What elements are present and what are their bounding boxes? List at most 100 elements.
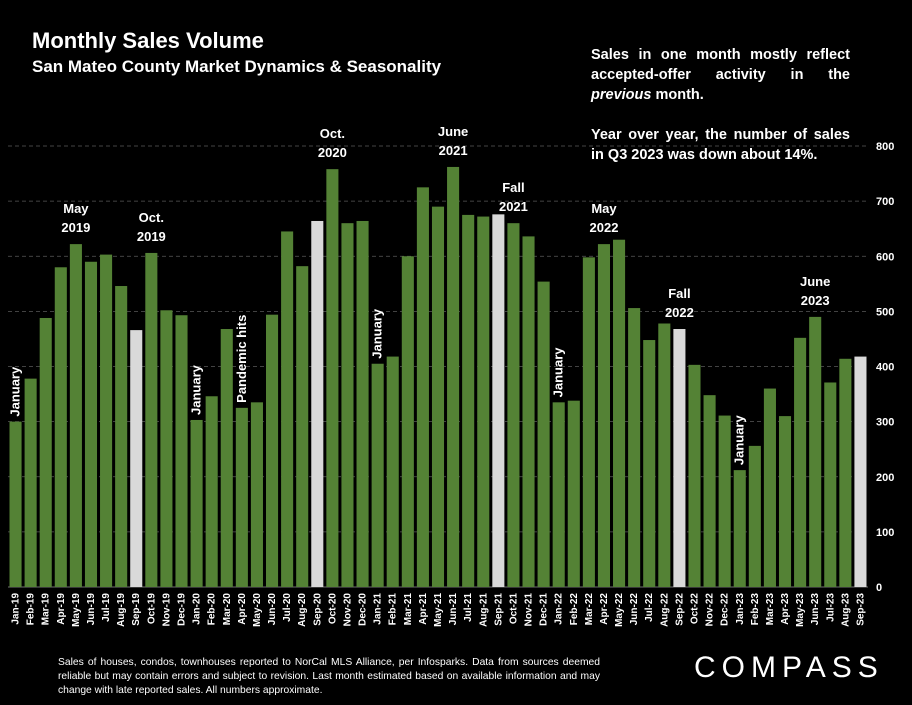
bar [416, 187, 429, 587]
x-tick-label: May-22 [614, 593, 625, 627]
x-tick-label: Jun-21 [448, 593, 459, 626]
bar [507, 223, 520, 588]
annotation-label: 2019 [61, 220, 90, 235]
x-tick-label: Mar-23 [765, 593, 776, 626]
bar [809, 316, 822, 587]
bar [235, 407, 248, 587]
x-tick-label: Feb-23 [750, 593, 761, 626]
x-tick-label: Mar-20 [222, 593, 233, 626]
y-tick-label: 500 [876, 306, 894, 318]
bar [266, 314, 279, 587]
bar [160, 310, 173, 587]
bars [9, 166, 867, 588]
x-tick-label: May-19 [71, 593, 82, 627]
source-footnote: Sales of houses, condos, townhouses repo… [58, 657, 600, 696]
x-tick-label: Jan-23 [735, 593, 746, 625]
note-text-em: previous [591, 87, 652, 103]
bar [658, 323, 671, 587]
bar [688, 364, 701, 587]
x-tick-label: Oct-21 [508, 593, 519, 625]
x-tick-label: Jul-22 [644, 593, 655, 622]
y-tick-label: 100 [876, 527, 894, 539]
bar [296, 266, 309, 587]
x-tick-label: Sep-23 [855, 593, 866, 626]
bar [839, 358, 852, 587]
x-tick-label: Nov-21 [524, 593, 535, 627]
x-tick-label: Mar-22 [584, 593, 595, 626]
bar [447, 166, 460, 587]
x-tick-label: Sep-22 [674, 593, 685, 626]
bar [250, 402, 263, 587]
y-tick-label: 0 [876, 582, 882, 594]
x-tick-label: Jul-19 [101, 593, 112, 622]
x-tick-label: Jun-19 [86, 593, 97, 626]
bar [763, 388, 776, 587]
x-tick-label: Jan-22 [554, 593, 565, 625]
bar [115, 286, 128, 587]
y-tick-label: 400 [876, 362, 894, 374]
annotation-label: Oct. [320, 126, 345, 141]
bar [778, 416, 792, 587]
bar [477, 216, 490, 587]
x-tick-label: Jan-20 [192, 593, 203, 625]
x-tick-label: Apr-23 [780, 593, 791, 625]
x-tick-label: Jun-23 [810, 593, 821, 626]
y-tick-label: 800 [876, 141, 894, 153]
annotation-label: January [370, 308, 385, 359]
x-tick-label: Jul-21 [463, 593, 474, 622]
y-tick-label: 200 [876, 472, 894, 484]
x-tick-label: Dec-22 [720, 593, 731, 626]
bar [69, 244, 82, 587]
bar [175, 315, 188, 587]
x-tick-label: Oct-20 [327, 593, 338, 625]
x-tick-label: Aug-19 [116, 593, 127, 627]
x-tick-label: Sep-20 [312, 593, 323, 626]
bar [145, 252, 158, 587]
bar [718, 415, 731, 587]
annotation-label: May [591, 201, 617, 216]
annotation-label: 2022 [590, 220, 619, 235]
y-axis-ticks: 0 100 200 300 400 500 600 700 800 [876, 141, 894, 594]
bar [582, 257, 595, 587]
x-tick-label: Nov-19 [161, 593, 172, 627]
x-tick-label: Mar-21 [403, 593, 414, 626]
x-tick-label: Aug-23 [840, 593, 851, 627]
bar [673, 329, 686, 587]
x-tick-label: Jul-23 [825, 593, 836, 622]
x-tick-label: Apr-20 [237, 593, 248, 625]
x-tick-label: Dec-20 [358, 593, 369, 626]
annotation-label: 2023 [801, 293, 830, 308]
x-tick-label: Apr-22 [599, 593, 610, 625]
bar [326, 169, 339, 587]
compass-logo: COMPASS [694, 651, 884, 684]
annotations: January May 2019 Oct. 2019 January Pandemic hi… [8, 124, 831, 465]
x-tick-label: May-21 [433, 593, 444, 627]
annotation-label: January [732, 415, 747, 466]
annotation-label: Fall [502, 180, 524, 195]
bar [613, 239, 626, 587]
x-tick-label: Apr-19 [56, 593, 67, 625]
annotation-label: January [551, 347, 566, 398]
x-tick-label: Aug-21 [478, 593, 489, 627]
note-text-a: Sales in one month mostly reflect accept… [591, 47, 850, 83]
bar [84, 261, 98, 587]
x-tick-label: Dec-21 [539, 593, 550, 626]
x-tick-label: Nov-20 [342, 593, 353, 627]
bar [492, 214, 505, 588]
bar [854, 356, 867, 587]
annotation-label: 2022 [665, 305, 694, 320]
annotation-label: Fall [668, 286, 690, 301]
bar [703, 395, 716, 587]
x-tick-label: Sep-21 [493, 593, 504, 626]
y-tick-label: 300 [876, 417, 894, 429]
bar [356, 220, 369, 587]
bar [205, 396, 218, 587]
bar [311, 220, 324, 587]
x-tick-label: May-20 [252, 593, 263, 627]
bar [628, 308, 641, 587]
x-axis-ticks: Jan-19 Feb-19 Mar-19 Apr-19 May-19 Jun-19 Jul-… [11, 593, 867, 627]
bar [9, 421, 22, 587]
annotation-label: May [63, 201, 89, 216]
x-tick-label: Feb-20 [207, 593, 218, 626]
